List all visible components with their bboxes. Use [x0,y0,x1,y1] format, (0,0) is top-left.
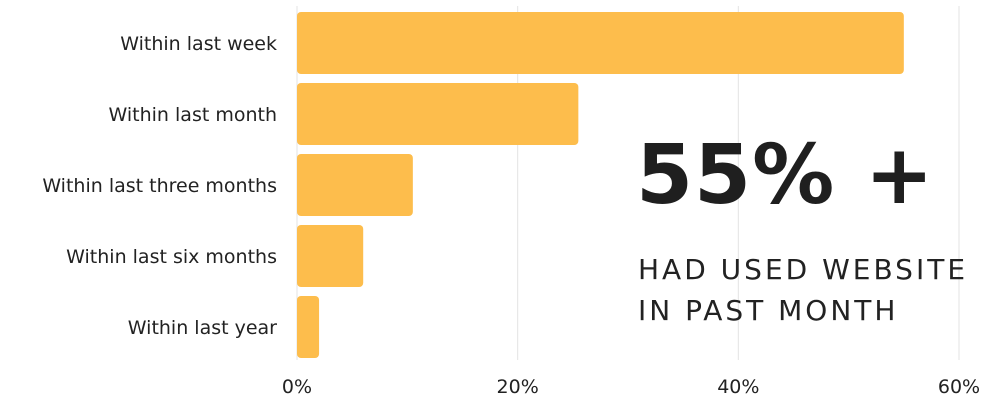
bar [297,154,413,216]
callout-headline: 55% + [636,128,935,223]
x-tick-label: 20% [497,376,539,396]
callout-line-1: HAD USED WEBSITE [638,253,969,286]
x-tick-label: 60% [938,376,980,396]
bar [297,296,320,358]
category-label: Within last six months [66,246,277,268]
bar [297,12,904,74]
category-label: Within last three months [42,175,277,197]
x-tick-label: 0% [282,376,312,396]
category-label: Within last month [109,104,277,126]
callout-line-2: IN PAST MONTH [638,294,899,327]
category-label: Within last year [128,317,277,339]
category-label: Within last week [120,33,277,55]
x-tick-label: 40% [717,376,759,396]
bar [297,225,364,287]
bar [297,83,579,145]
